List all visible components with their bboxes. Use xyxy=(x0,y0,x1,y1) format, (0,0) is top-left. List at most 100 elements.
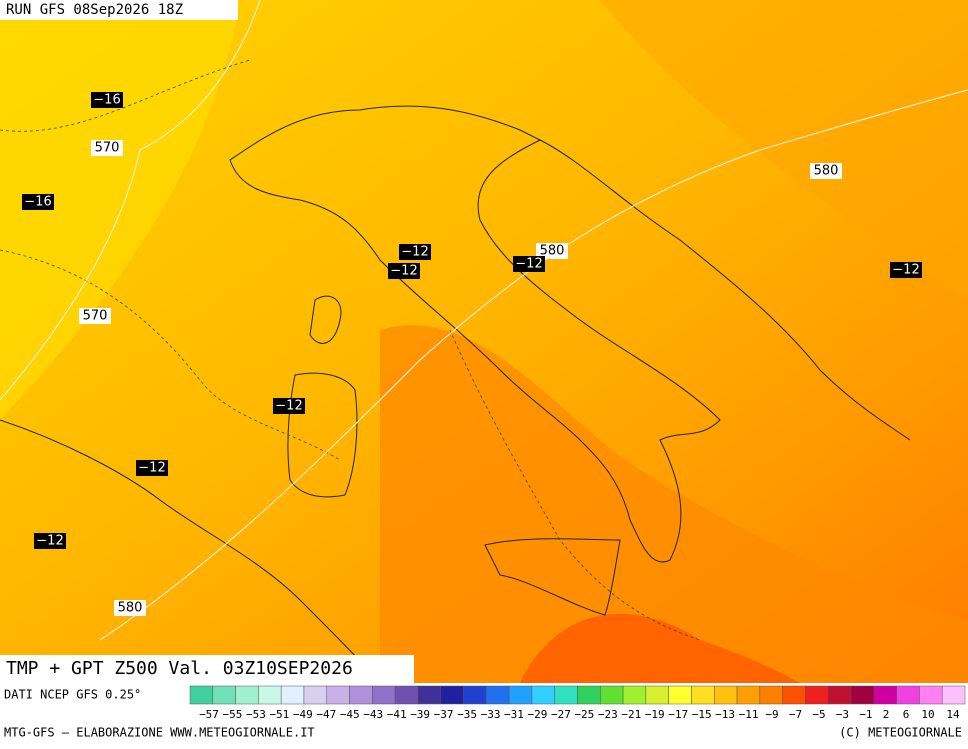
legend-label: −57 xyxy=(199,708,219,721)
color-swatch xyxy=(577,685,601,705)
isotherms xyxy=(0,59,701,641)
cold-area xyxy=(0,0,240,420)
contour-label-bg xyxy=(91,140,123,156)
contour-label-bg xyxy=(810,163,842,179)
run-label: RUN GFS 08Sep2026 18Z xyxy=(6,2,183,18)
warm-area xyxy=(380,325,968,683)
legend-label: −53 xyxy=(246,708,266,721)
color-swatch xyxy=(645,685,669,705)
color-swatch xyxy=(873,685,897,705)
contour-label-box xyxy=(91,92,123,108)
color-swatch xyxy=(600,685,624,705)
color-swatch xyxy=(463,685,487,705)
contour-label-box xyxy=(273,398,305,414)
isohypse-label: 580 xyxy=(814,164,839,179)
legend-label: 10 xyxy=(921,708,934,721)
color-swatch xyxy=(668,685,692,705)
legend-label: 2 xyxy=(883,708,890,721)
color-swatch xyxy=(531,685,555,705)
legend-label: −17 xyxy=(668,708,688,721)
color-swatch xyxy=(896,685,920,705)
contour-label-box xyxy=(22,194,54,210)
legend-label: 14 xyxy=(946,708,960,721)
legend-label: −35 xyxy=(457,708,477,721)
contour-label-box xyxy=(388,263,420,279)
contour-label-bg xyxy=(114,600,146,616)
copyright-label: (C) METEOGIORNALE xyxy=(839,726,962,740)
contour-label-box xyxy=(34,533,66,549)
legend-label: −5 xyxy=(812,708,825,721)
color-swatch xyxy=(941,685,966,705)
color-swatch xyxy=(235,685,259,705)
color-swatch xyxy=(349,685,373,705)
legend-label: −1 xyxy=(859,708,872,721)
color-swatch xyxy=(759,685,783,705)
color-swatch xyxy=(212,685,236,705)
color-swatch xyxy=(736,685,761,705)
contour-label-box xyxy=(890,262,922,278)
legend-label: −21 xyxy=(621,708,641,721)
legend-label: −23 xyxy=(598,708,618,721)
legend-label: −47 xyxy=(316,708,336,721)
legend-label: −13 xyxy=(715,708,735,721)
corsica-outline xyxy=(309,295,342,344)
legend-label: −51 xyxy=(269,708,289,721)
color-swatch xyxy=(782,685,806,705)
legend-label: −41 xyxy=(387,708,407,721)
legend-label: −19 xyxy=(645,708,665,721)
isotherm-label: −12 xyxy=(36,534,63,549)
legend-label: −45 xyxy=(340,708,360,721)
sardinia-outline xyxy=(287,372,358,498)
legend-label: −39 xyxy=(410,708,430,721)
hot-area xyxy=(520,613,800,683)
legend-label: 6 xyxy=(903,708,910,721)
legend-label: −55 xyxy=(223,708,243,721)
isotherm-label: −16 xyxy=(24,195,51,210)
color-swatch xyxy=(440,685,464,705)
isohypse-label: 570 xyxy=(83,309,108,324)
balkan-coast xyxy=(539,139,911,441)
sicily-outline xyxy=(484,538,621,616)
legend-label: −9 xyxy=(765,708,778,721)
color-swatch xyxy=(394,685,419,705)
color-swatch xyxy=(326,685,350,705)
contour-label-box xyxy=(136,460,168,476)
source-label: DATI NCEP GFS 0.25° xyxy=(4,688,141,702)
title-box xyxy=(0,655,414,683)
color-swatch xyxy=(372,685,396,705)
isotherm-label: −12 xyxy=(515,257,542,272)
legend-label: −37 xyxy=(434,708,454,721)
isotherm-label: −12 xyxy=(275,399,302,414)
isohypse-label: 580 xyxy=(540,244,565,259)
isotherm-label: −12 xyxy=(892,263,919,278)
legend-label: −25 xyxy=(574,708,594,721)
legend-label: −33 xyxy=(481,708,501,721)
legend-label: −29 xyxy=(528,708,548,721)
color-swatch xyxy=(622,685,647,705)
legend-label: −31 xyxy=(504,708,524,721)
header-box xyxy=(0,0,238,20)
legend-label: −7 xyxy=(789,708,802,721)
isotherm-label: −12 xyxy=(390,264,417,279)
color-swatch xyxy=(417,685,441,705)
contour-label-box xyxy=(399,244,431,260)
credit-label: MTG-GFS — ELABORAZIONE WWW.METEOGIORNALE… xyxy=(4,726,315,740)
west-coast xyxy=(0,419,381,684)
color-swatch xyxy=(714,685,738,705)
color-swatch xyxy=(508,685,533,705)
color-swatch xyxy=(805,685,829,705)
color-swatch xyxy=(258,685,282,705)
color-swatch xyxy=(486,685,510,705)
color-swatch xyxy=(919,685,943,705)
color-swatch xyxy=(850,685,875,705)
legend-label: −27 xyxy=(551,708,571,721)
legend-label: −3 xyxy=(836,708,849,721)
warm-area xyxy=(600,0,968,300)
italy-outline xyxy=(229,105,721,563)
color-swatch xyxy=(303,685,328,705)
color-swatch xyxy=(691,685,715,705)
legend-label: −11 xyxy=(739,708,759,721)
isotherm-label: −16 xyxy=(93,93,120,108)
